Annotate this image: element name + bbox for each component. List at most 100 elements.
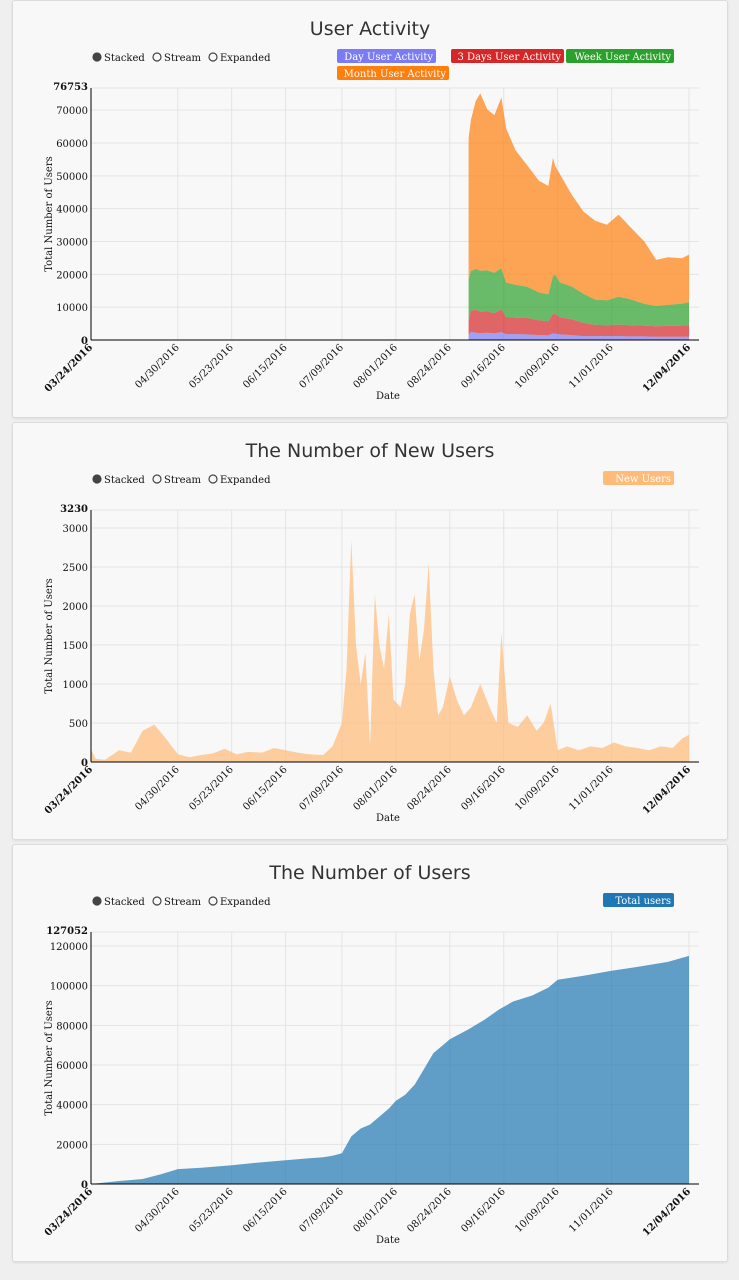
x-tick-label: 10/09/2016: [513, 764, 562, 813]
grid-lines: [90, 509, 699, 763]
x-tick-label: 11/01/2016: [567, 1186, 616, 1235]
legend-label: Month User Activity: [344, 69, 447, 80]
user-activity-chart: User Activity Stacked Stream Expanded Day Us…: [43, 18, 699, 402]
x-tick-label: 12/04/2016: [641, 1186, 693, 1238]
x-tick-label: 12/04/2016: [641, 764, 693, 816]
chart-title: User Activity: [310, 18, 430, 40]
x-tick-label: 04/30/2016: [133, 1186, 182, 1235]
y-tick-label: 40000: [56, 1101, 88, 1112]
x-tick-label: 11/01/2016: [567, 764, 616, 813]
x-tick-label: 08/01/2016: [351, 342, 400, 391]
area-series-new-users: [91, 539, 689, 762]
legend-swatch[interactable]: [603, 893, 674, 907]
x-tick-label: 03/24/2016: [43, 342, 95, 394]
x-tick-label: 10/09/2016: [513, 1186, 562, 1235]
x-tick-label: 06/15/2016: [241, 764, 290, 813]
mode-option-expanded[interactable]: Expanded: [208, 474, 271, 486]
legend-swatch[interactable]: [337, 49, 436, 63]
legend-item-total-users[interactable]: Total users: [603, 893, 674, 907]
mode-option-stream[interactable]: Stream: [152, 52, 202, 64]
area-series-total-users: [91, 955, 689, 1184]
legend-swatch[interactable]: [566, 49, 674, 63]
x-tick-label: 07/09/2016: [298, 342, 347, 391]
legend-item-day-user-activity[interactable]: Day User Activity: [337, 49, 436, 63]
legend-label: Total users: [615, 896, 671, 907]
x-tick-label: 07/09/2016: [298, 764, 347, 813]
y-tick-label: 30000: [56, 238, 88, 249]
chart-title: The Number of New Users: [245, 440, 495, 462]
legend-item-week-user-activity[interactable]: Week User Activity: [566, 49, 674, 63]
mode-radio-icon[interactable]: [208, 896, 218, 906]
mode-option-stream[interactable]: Stream: [152, 896, 202, 908]
mode-option-expanded[interactable]: Expanded: [208, 52, 271, 64]
x-tick-label: 08/24/2016: [405, 342, 454, 391]
mode-option-stacked[interactable]: Stacked: [92, 52, 145, 64]
y-axis-label: Total Number of Users: [44, 578, 55, 694]
mode-label: Stream: [164, 475, 202, 486]
y-tick-label: 10000: [56, 303, 88, 314]
mode-radio-icon[interactable]: [92, 52, 102, 62]
x-tick-label: 05/23/2016: [187, 764, 236, 813]
x-tick-label: 08/24/2016: [405, 1186, 454, 1235]
x-tick-label: 08/24/2016: [405, 764, 454, 813]
mode-radio-icon[interactable]: [208, 52, 218, 62]
legend-label: New Users: [615, 474, 671, 485]
legend-item-3-days-user-activity[interactable]: 3 Days User Activity: [451, 49, 564, 63]
x-tick-label: 10/09/2016: [513, 342, 562, 391]
y-tick-label: 2500: [63, 563, 88, 574]
x-tick-label: 09/16/2016: [459, 764, 508, 813]
x-tick-label: 04/30/2016: [133, 764, 182, 813]
x-axis-label: Date: [376, 1235, 400, 1246]
mode-option-expanded[interactable]: Expanded: [208, 896, 271, 908]
y-max-label: 76753: [53, 82, 88, 93]
mode-radio-icon[interactable]: [92, 896, 102, 906]
mode-radio-icon[interactable]: [152, 474, 162, 484]
y-tick-label: 80000: [56, 1021, 88, 1032]
x-tick-label: 05/23/2016: [187, 342, 236, 391]
mode-radio-icon[interactable]: [152, 52, 162, 62]
total-users-panel: The Number of Users Stacked Stream Expanded…: [12, 844, 728, 1262]
y-axis-label: Total Number of Users: [44, 156, 55, 272]
legend-swatch[interactable]: [337, 66, 449, 80]
mode-radio-icon[interactable]: [208, 474, 218, 484]
x-tick-label: 09/16/2016: [459, 342, 508, 391]
legend-item-month-user-activity[interactable]: Month User Activity: [337, 66, 449, 80]
y-max-label: 127052: [46, 926, 88, 937]
area-series-week-user-activity: [468, 268, 689, 327]
x-tick-label: 07/09/2016: [298, 1186, 347, 1235]
x-tick-label: 06/15/2016: [241, 1186, 290, 1235]
mode-option-stream[interactable]: Stream: [152, 474, 202, 486]
mode-label: Expanded: [220, 53, 271, 64]
new-users-panel: The Number of New Users Stacked Stream Expa…: [12, 422, 728, 840]
x-tick-label: 03/24/2016: [43, 764, 95, 816]
x-tick-label: 05/23/2016: [187, 1186, 236, 1235]
area-series-3-days-user-activity: [468, 309, 689, 337]
mode-radio-icon[interactable]: [92, 474, 102, 484]
y-tick-label: 50000: [56, 172, 88, 183]
total-users-chart: The Number of Users Stacked Stream Expanded…: [43, 862, 699, 1246]
y-axis-label: Total Number of Users: [44, 1000, 55, 1116]
y-max-label: 3230: [60, 504, 88, 515]
y-tick-label: 1500: [63, 641, 88, 652]
x-tick-label: 08/01/2016: [351, 1186, 400, 1235]
legend-item-new-users[interactable]: New Users: [603, 471, 674, 485]
x-tick-label: 08/01/2016: [351, 764, 400, 813]
legend-label: Day User Activity: [344, 52, 433, 63]
y-tick-label: 0: [81, 336, 88, 347]
mode-label: Stacked: [104, 475, 145, 486]
mode-label: Stacked: [104, 897, 145, 908]
mode-option-stacked[interactable]: Stacked: [92, 896, 145, 908]
mode-label: Expanded: [220, 897, 271, 908]
mode-radio-icon[interactable]: [152, 896, 162, 906]
x-tick-label: 12/04/2016: [641, 342, 693, 394]
y-tick-label: 20000: [56, 270, 88, 281]
legend-swatch[interactable]: [451, 49, 564, 63]
mode-option-stacked[interactable]: Stacked: [92, 474, 145, 486]
legend-swatch[interactable]: [603, 471, 674, 485]
x-tick-label: 09/16/2016: [459, 1186, 508, 1235]
y-tick-label: 0: [81, 758, 88, 769]
y-tick-label: 2000: [63, 602, 88, 613]
y-tick-label: 100000: [50, 982, 88, 993]
chart-title: The Number of Users: [268, 862, 470, 884]
y-tick-label: 20000: [56, 1140, 88, 1151]
